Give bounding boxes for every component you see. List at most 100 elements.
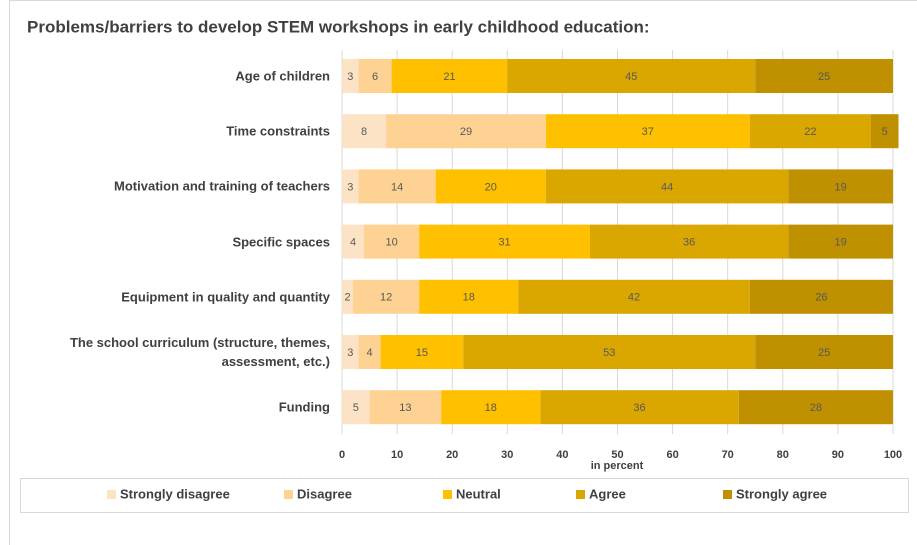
data-label: 53 xyxy=(603,347,615,359)
bar-segment xyxy=(419,224,590,259)
legend-swatch xyxy=(107,490,116,499)
bar-segment xyxy=(380,335,464,369)
legend-label: Strongly disagree xyxy=(120,486,230,501)
bar-segment xyxy=(545,114,750,149)
data-label: 36 xyxy=(633,402,645,414)
y-tick-label: The school curriculum (structure, themes… xyxy=(69,335,330,369)
data-label: 13 xyxy=(399,402,411,414)
bar-segment xyxy=(342,224,365,259)
data-label: 10 xyxy=(385,237,397,249)
data-label: 25 xyxy=(818,347,830,359)
bar-segment xyxy=(507,59,756,93)
bar-segment xyxy=(441,390,541,425)
bar-segment xyxy=(342,114,387,149)
x-axis-label: in percent xyxy=(591,460,644,472)
legend-label: Strongly agree xyxy=(736,486,827,501)
bar-segment xyxy=(391,59,508,93)
data-label: 18 xyxy=(485,402,497,414)
x-tick-label: 90 xyxy=(832,449,844,461)
x-tick-label: 30 xyxy=(501,449,513,461)
data-label: 28 xyxy=(810,402,822,414)
data-label: 3 xyxy=(347,181,353,193)
legend-label: Agree xyxy=(589,486,626,501)
data-label: 45 xyxy=(625,71,637,83)
data-label: 21 xyxy=(443,71,455,83)
x-tick-label: 10 xyxy=(391,449,403,461)
data-label: 29 xyxy=(460,126,472,138)
data-label: 4 xyxy=(366,347,372,359)
data-label: 18 xyxy=(463,292,475,304)
bar-segment xyxy=(589,224,789,259)
data-label: 5 xyxy=(882,126,888,138)
data-label: 20 xyxy=(485,181,497,193)
bar-segment xyxy=(755,59,893,93)
x-tick-label: 70 xyxy=(722,449,734,461)
bar-segment xyxy=(749,114,871,149)
data-label: 15 xyxy=(416,347,428,359)
bar-segment xyxy=(749,279,893,314)
legend-swatch xyxy=(576,490,585,499)
bar-segment xyxy=(364,224,420,259)
bar-segment xyxy=(358,335,381,369)
bar-segment xyxy=(358,59,392,93)
y-tick-label: Equipment in quality and quantity xyxy=(121,289,330,305)
bar-segment xyxy=(788,224,893,259)
bar-segment xyxy=(342,59,359,93)
data-label: 26 xyxy=(815,292,827,304)
bar-segment xyxy=(518,279,750,314)
bar-segment xyxy=(342,335,359,369)
y-tick-label: Funding xyxy=(278,399,330,415)
data-label: 12 xyxy=(380,292,392,304)
data-label: 19 xyxy=(835,237,847,249)
data-label: 4 xyxy=(350,237,356,249)
legend-label: Neutral xyxy=(456,486,501,501)
legend-swatch xyxy=(443,490,452,499)
bar-segment xyxy=(342,169,359,204)
x-tick-label: 0 xyxy=(339,449,345,461)
bar-segment xyxy=(358,169,436,204)
bar-segment xyxy=(788,169,893,204)
bar-segment xyxy=(755,335,893,369)
bar-segment xyxy=(369,390,442,425)
bar-segment xyxy=(419,279,519,314)
data-label: 8 xyxy=(361,126,367,138)
data-label: 42 xyxy=(628,292,640,304)
bar-segment xyxy=(435,169,546,204)
data-label: 3 xyxy=(347,347,353,359)
data-label: 2 xyxy=(344,292,350,304)
y-tick-label: Age of children xyxy=(235,68,330,84)
bar-segment xyxy=(386,114,546,149)
data-label: 5 xyxy=(353,402,359,414)
data-label: 31 xyxy=(498,237,510,249)
legend-frame xyxy=(20,478,909,513)
chart-frame xyxy=(9,0,917,545)
legend-label: Disagree xyxy=(297,486,352,501)
data-label: 6 xyxy=(372,71,378,83)
bar-segment xyxy=(540,390,739,425)
bar-segment xyxy=(463,335,756,369)
bar-segment xyxy=(342,279,354,314)
legend-swatch xyxy=(723,490,732,499)
x-tick-label: 20 xyxy=(446,449,458,461)
chart-title: Problems/barriers to develop STEM worksh… xyxy=(27,17,650,36)
data-label: 22 xyxy=(804,126,816,138)
data-label: 25 xyxy=(818,71,830,83)
x-tick-label: 80 xyxy=(777,449,789,461)
y-tick-label: Specific spaces xyxy=(232,234,330,250)
data-label: 14 xyxy=(391,181,403,193)
bar-segment xyxy=(342,390,370,425)
data-label: 3 xyxy=(347,71,353,83)
data-label: 37 xyxy=(642,126,654,138)
data-label: 44 xyxy=(661,181,673,193)
bar-segment xyxy=(545,169,789,204)
x-tick-label: 100 xyxy=(884,449,902,461)
bar-segment xyxy=(870,114,899,149)
x-tick-label: 60 xyxy=(666,449,678,461)
bar-segment xyxy=(738,390,893,425)
data-label: 19 xyxy=(835,181,847,193)
y-tick-label: Time constraints xyxy=(226,123,330,139)
x-tick-label: 40 xyxy=(556,449,568,461)
x-tick-label: 50 xyxy=(611,449,623,461)
